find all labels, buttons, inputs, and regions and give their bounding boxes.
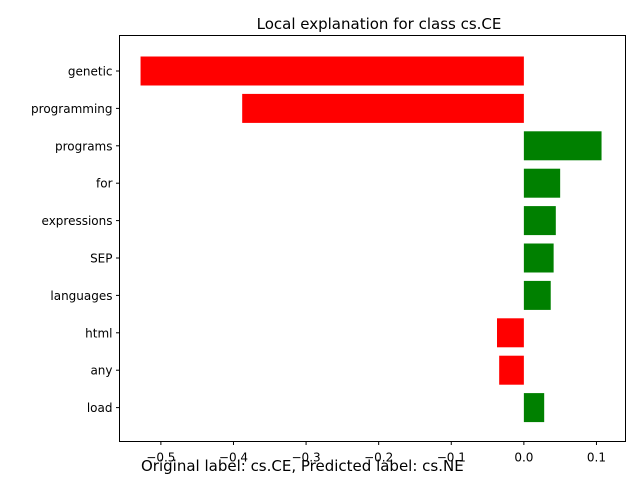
x-tick-label: −0.5 bbox=[146, 451, 175, 465]
bar-html bbox=[497, 318, 524, 348]
y-tick-label: SEP bbox=[90, 252, 112, 266]
y-tick-label: any bbox=[90, 364, 112, 378]
y-axis-ticks: genetic programming programs for expressions… bbox=[31, 65, 120, 415]
bars-group bbox=[140, 56, 602, 423]
x-tick-label: −0.1 bbox=[437, 451, 466, 465]
x-tick-label: −0.4 bbox=[219, 451, 248, 465]
bar-programs bbox=[523, 131, 602, 161]
y-tick-label: load bbox=[87, 401, 113, 415]
y-tick-label: expressions bbox=[42, 214, 113, 228]
label-caption: Original label: cs.CE, Predicted label: … bbox=[141, 457, 464, 475]
bar-load bbox=[523, 393, 545, 423]
x-tick-label: 0.1 bbox=[587, 451, 606, 465]
plot-frame bbox=[119, 35, 626, 442]
chart-title: Local explanation for class cs.CE bbox=[257, 15, 502, 33]
x-tick-label: −0.2 bbox=[364, 451, 393, 465]
y-tick-label: programs bbox=[55, 139, 112, 153]
bar-for bbox=[523, 168, 561, 198]
y-tick-label: html bbox=[85, 326, 112, 340]
bar-programming bbox=[242, 93, 524, 123]
bar-genetic bbox=[140, 56, 524, 86]
bar-any bbox=[499, 355, 524, 385]
x-tick-label: −0.3 bbox=[292, 451, 321, 465]
bar-languages bbox=[523, 280, 551, 310]
x-tick-label: 0.0 bbox=[514, 451, 533, 465]
y-tick-label: programming bbox=[31, 102, 112, 116]
y-tick-label: genetic bbox=[68, 65, 113, 79]
bar-sep bbox=[523, 243, 554, 273]
y-tick-label: languages bbox=[50, 289, 112, 303]
x-axis-ticks: −0.5 −0.4 −0.3 −0.2 −0.1 0.0 0.1 bbox=[146, 441, 606, 465]
y-tick-label: for bbox=[96, 177, 113, 191]
bar-expressions bbox=[523, 206, 556, 236]
